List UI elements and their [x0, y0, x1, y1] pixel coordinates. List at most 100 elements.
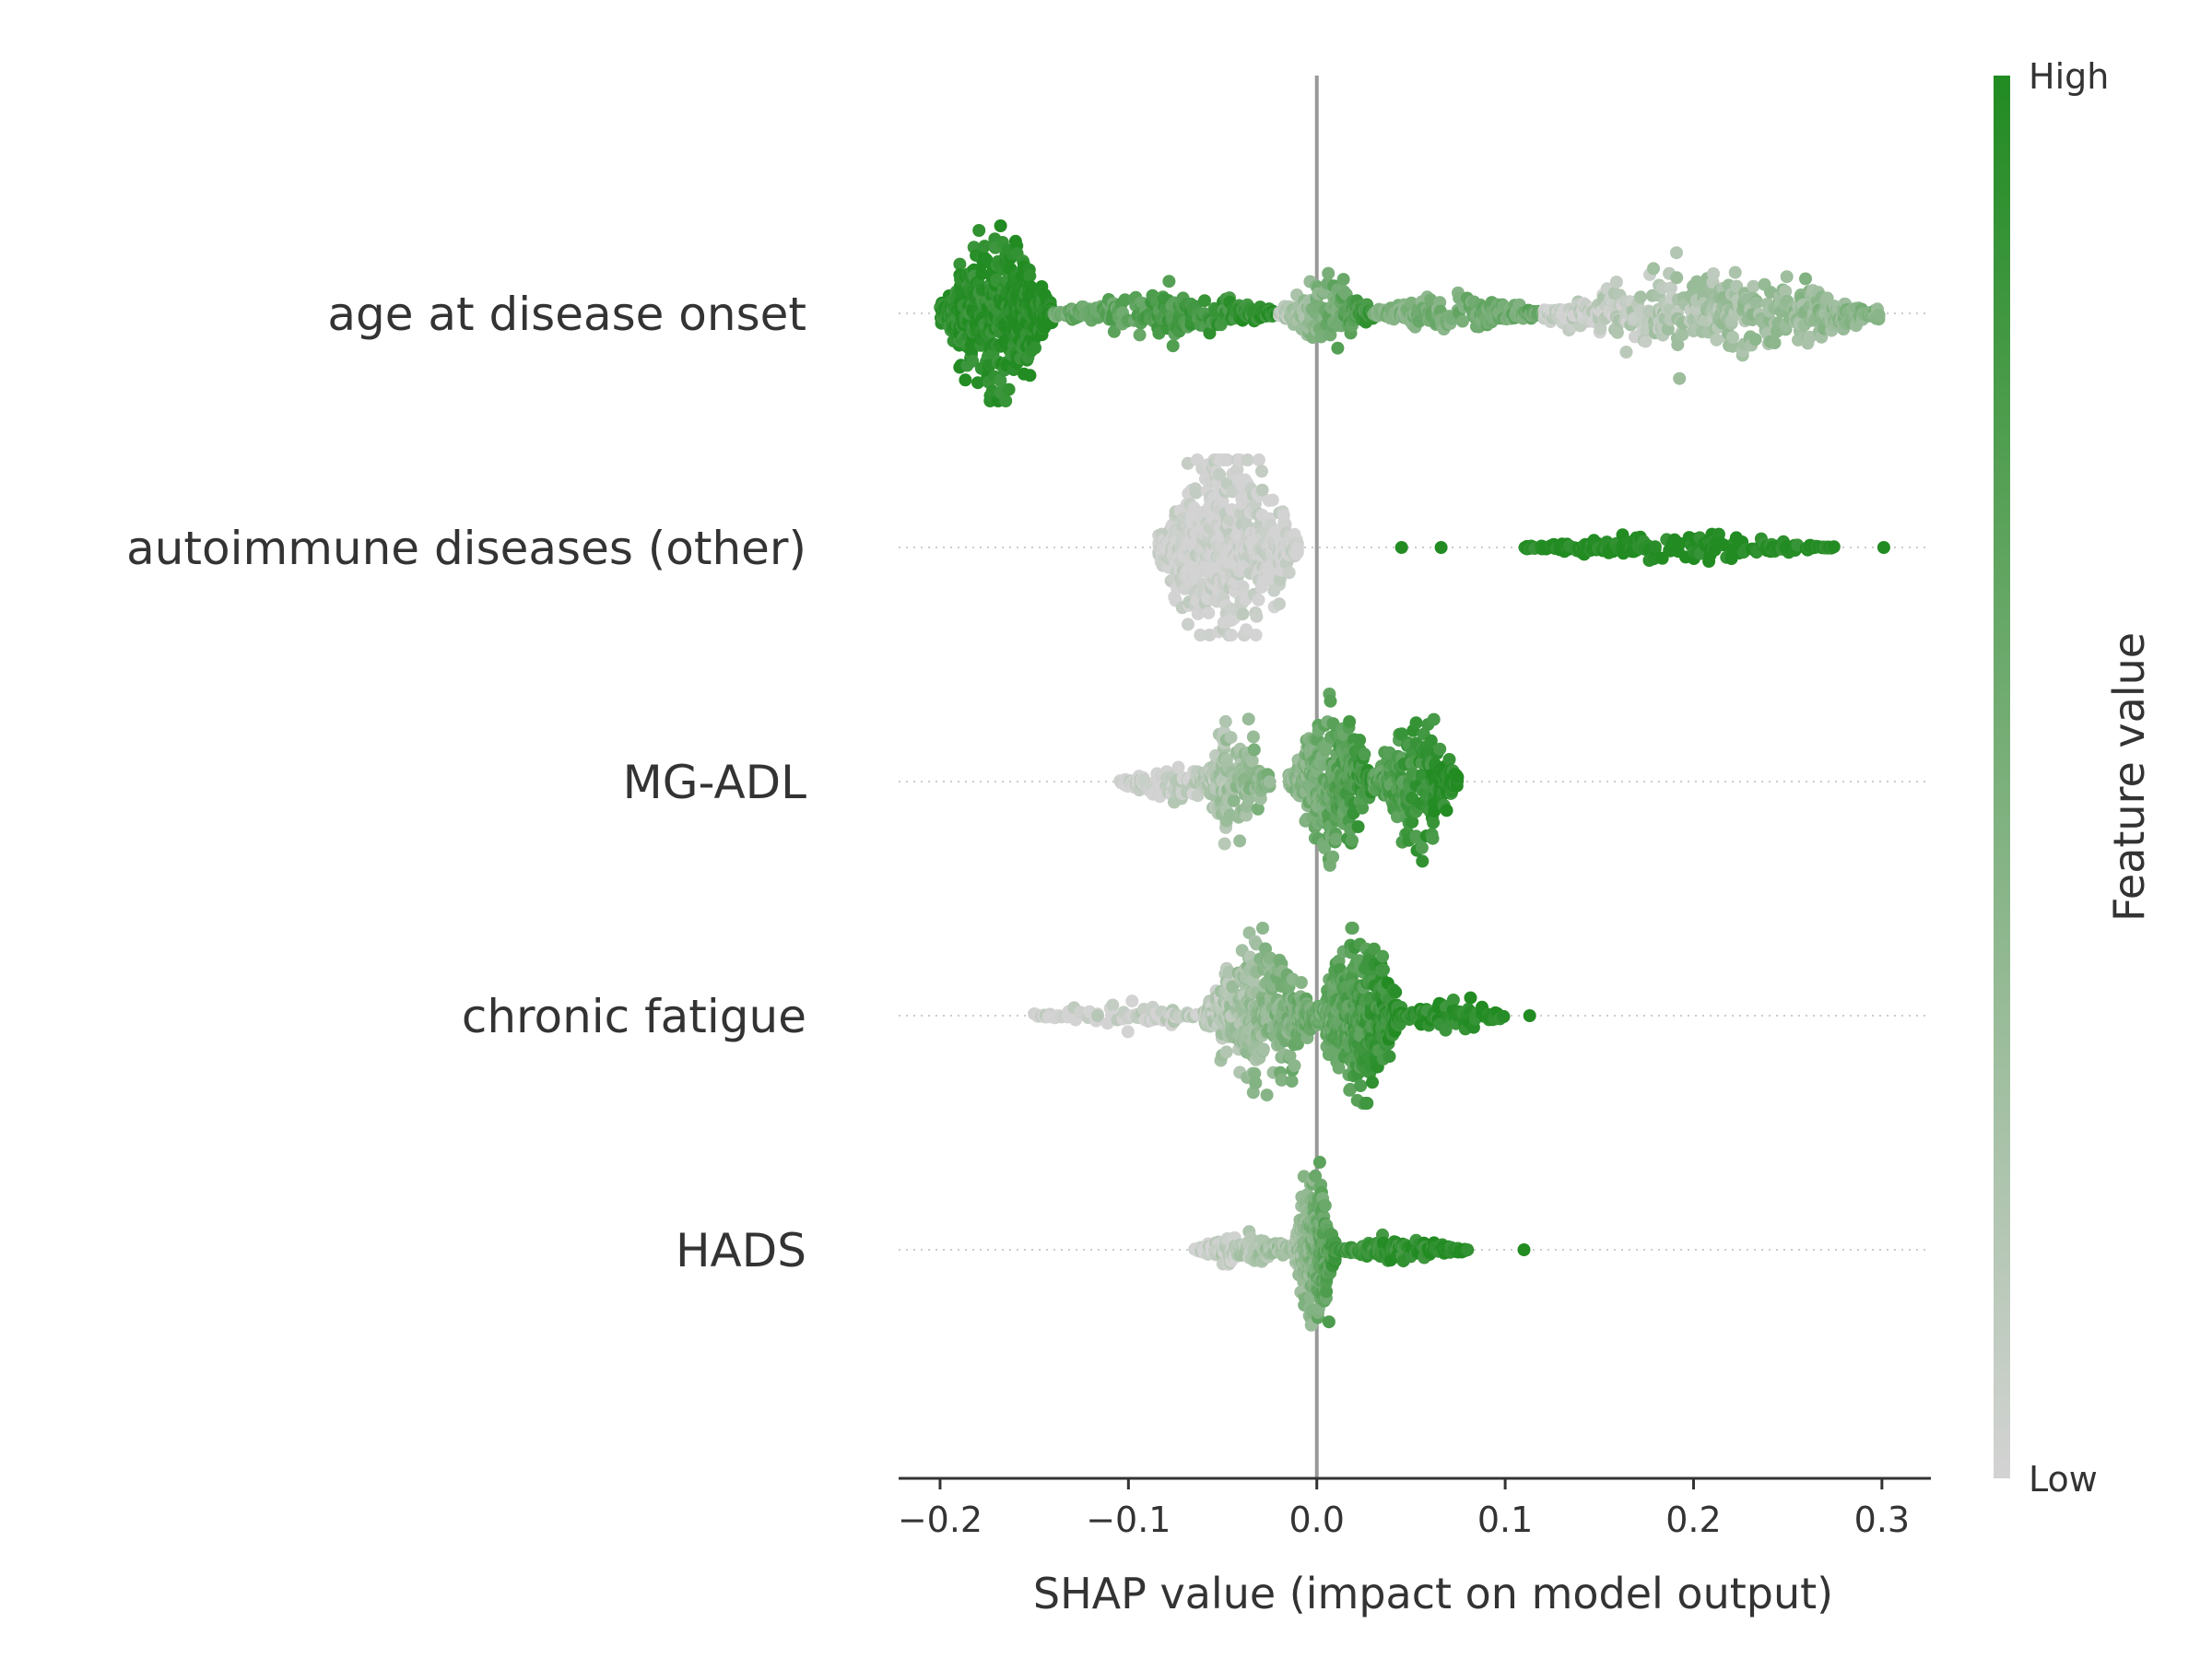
shap-point: [1394, 541, 1408, 554]
shap-point: [1260, 1088, 1274, 1102]
shap-point: [1427, 712, 1441, 726]
shap-point: [1241, 712, 1255, 726]
shap-point: [1246, 730, 1260, 744]
shap-point: [1118, 293, 1132, 307]
shap-point: [1249, 629, 1263, 641]
shap-point: [1213, 468, 1227, 481]
shap-point: [1106, 998, 1120, 1012]
shap-point: [1427, 816, 1441, 830]
shap-point: [966, 354, 980, 368]
shap-point: [1326, 850, 1340, 864]
shap-point: [1162, 275, 1176, 288]
shap-point: [1673, 371, 1687, 385]
shap-point: [1225, 629, 1239, 641]
shap-point: [1249, 1077, 1263, 1090]
shap-point: [1343, 715, 1357, 728]
shap-point: [1442, 753, 1456, 766]
shap-point: [1619, 346, 1633, 359]
shap-point: [1023, 369, 1037, 382]
shap-point: [1351, 820, 1365, 833]
shap-point: [1707, 267, 1720, 280]
shap-point: [994, 373, 1007, 387]
shap-point: [1254, 465, 1268, 478]
shap-point: [1236, 607, 1250, 621]
shap-point: [1219, 1045, 1233, 1059]
shap-point: [1748, 333, 1762, 347]
shap-point: [1360, 1097, 1374, 1110]
shap-point: [1377, 963, 1390, 977]
shap-point: [1358, 747, 1371, 761]
shap-point: [1250, 609, 1264, 623]
shap-point: [1664, 281, 1677, 295]
shap-point: [1440, 804, 1453, 818]
shap-point: [1322, 1315, 1335, 1329]
shap-point: [1779, 285, 1793, 299]
shap-point: [978, 240, 992, 253]
shap-point: [1294, 976, 1308, 989]
shap-point: [1273, 597, 1286, 611]
shap-point: [1125, 994, 1139, 1008]
shap-point: [1166, 339, 1180, 353]
shap-point: [1198, 294, 1211, 308]
shap-point: [1710, 333, 1724, 347]
shap-point: [1346, 833, 1359, 847]
shap-point: [1434, 541, 1448, 554]
shap-point: [1523, 1009, 1536, 1022]
shap-point: [1189, 486, 1203, 500]
shap-point: [1346, 922, 1359, 935]
shap-point: [1324, 694, 1337, 708]
shap-point: [1415, 841, 1429, 854]
shap-point: [1799, 272, 1812, 286]
shap-point: [1265, 493, 1279, 507]
shap-point: [1728, 265, 1742, 279]
shap-point: [1252, 453, 1265, 466]
shap-point: [1256, 922, 1269, 935]
shap-point: [1610, 325, 1624, 339]
shap-point: [1416, 854, 1430, 868]
shap-point: [1216, 495, 1230, 508]
shap-point: [1312, 1156, 1326, 1169]
shap-point: [1218, 837, 1231, 851]
shap-point: [1121, 1025, 1135, 1039]
shap-point: [1872, 308, 1886, 322]
shap-point: [999, 394, 1013, 407]
shap-point: [1670, 271, 1684, 285]
shap-point: [1336, 273, 1350, 287]
shap-point: [1382, 1050, 1396, 1064]
shap-point: [1639, 335, 1653, 348]
shap-point: [1726, 331, 1739, 344]
shap-point: [1671, 338, 1685, 352]
shap-point: [1252, 593, 1265, 606]
shap-point: [1451, 770, 1465, 783]
shap-point: [1263, 775, 1277, 789]
shap-point: [1376, 949, 1390, 963]
shap-point: [1455, 314, 1469, 328]
shap-point: [1233, 834, 1247, 848]
shap-point: [1247, 743, 1261, 757]
shap-point: [1255, 483, 1269, 497]
shap-point: [1194, 629, 1207, 641]
shap-point: [1389, 985, 1403, 999]
shap-point: [1002, 382, 1016, 396]
shap-point: [1749, 296, 1763, 310]
shap-point: [1433, 742, 1447, 756]
shap-point: [1224, 731, 1238, 745]
shap-point: [1633, 290, 1647, 304]
shap-point: [1747, 279, 1760, 293]
shap-point: [1182, 618, 1194, 631]
shap-point: [994, 219, 1007, 232]
shap-point: [1725, 339, 1739, 353]
shap-point: [1497, 1009, 1511, 1023]
shap-point: [972, 224, 986, 237]
shap-point: [1354, 1079, 1368, 1092]
shap-beeswarm-points: [934, 219, 1890, 1332]
shap-point: [1877, 541, 1890, 554]
shap-point: [1648, 540, 1662, 554]
shap-point: [1133, 328, 1147, 342]
shap-point: [1291, 542, 1304, 555]
shap-point: [1609, 276, 1623, 288]
shap-point: [1318, 1199, 1332, 1212]
shap-point: [971, 376, 984, 390]
shap-point: [1285, 1075, 1299, 1088]
